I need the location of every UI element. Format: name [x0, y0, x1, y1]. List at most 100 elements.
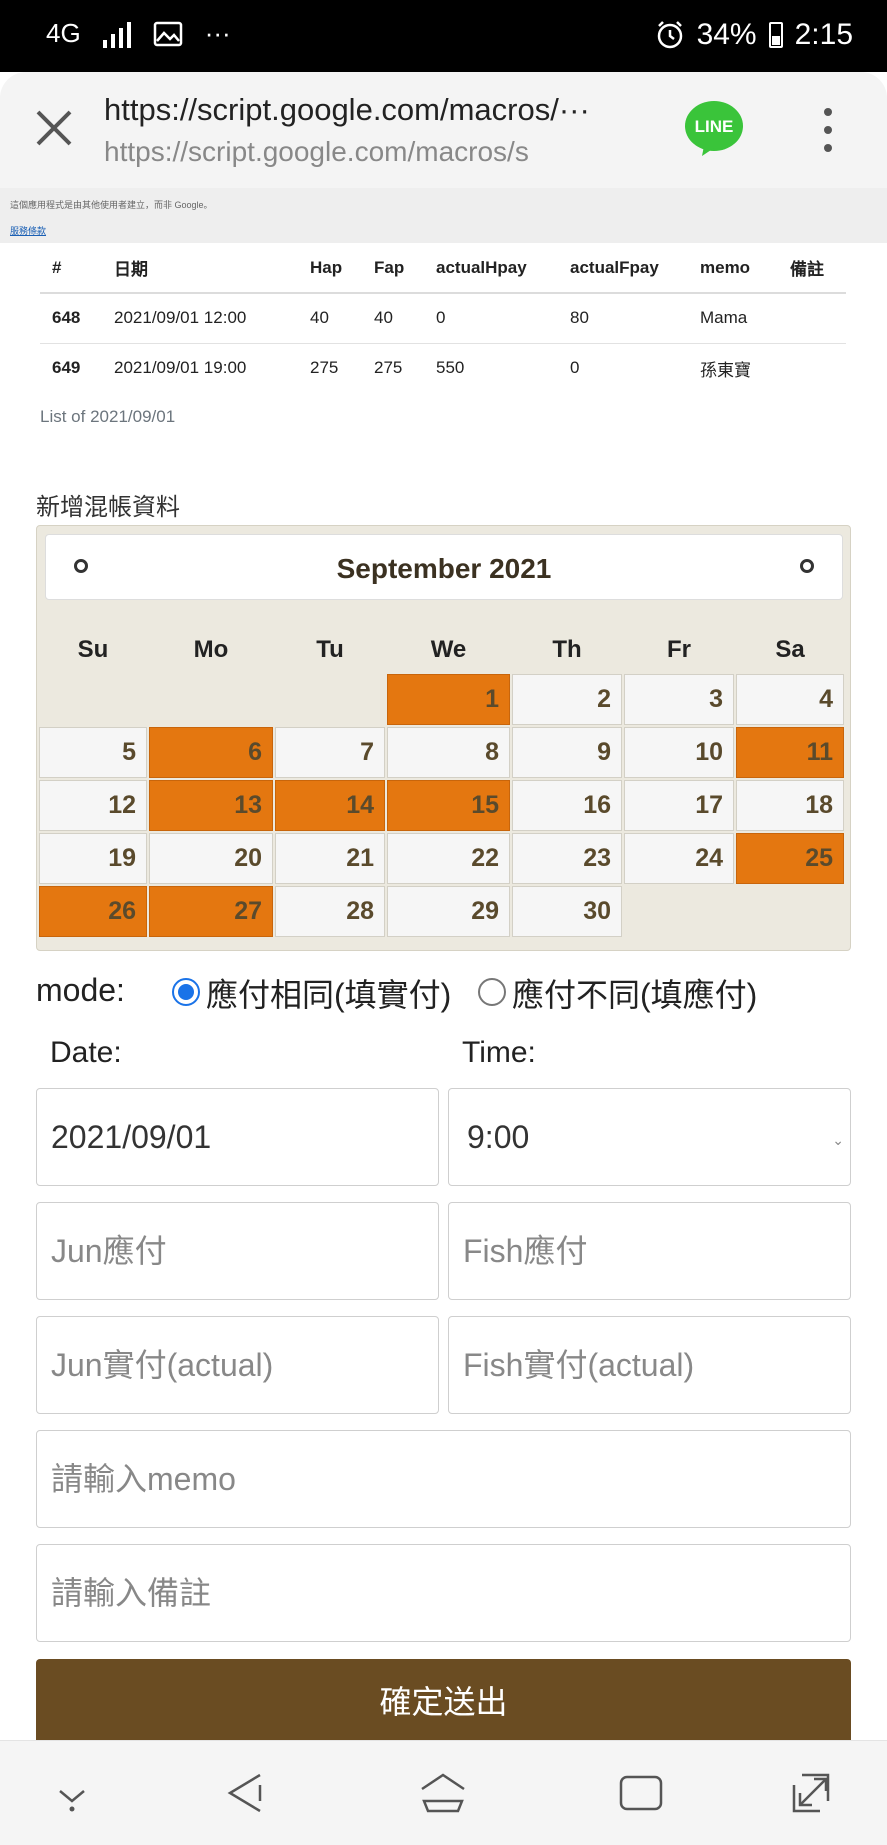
- page-url-title[interactable]: https://script.google.com/macros/···: [104, 92, 590, 127]
- calendar-day[interactable]: 17: [624, 780, 734, 831]
- calendar-day[interactable]: 22: [387, 833, 510, 884]
- recent-apps-icon[interactable]: [618, 1771, 664, 1815]
- calendar-day[interactable]: 28: [275, 886, 385, 937]
- weekday-header: Su: [77, 636, 109, 663]
- calendar-day[interactable]: 5: [39, 727, 147, 778]
- column-header: actualFpay: [558, 243, 688, 294]
- calendar-day[interactable]: 2: [512, 674, 622, 725]
- more-notifications: ···: [204, 18, 231, 48]
- calendar-day[interactable]: 14: [275, 780, 385, 831]
- note-input[interactable]: 請輸入備註: [36, 1544, 851, 1642]
- calendar-day[interactable]: 7: [275, 727, 385, 778]
- table-cell: 649: [52, 358, 81, 378]
- calendar-day[interactable]: 11: [736, 727, 844, 778]
- close-icon[interactable]: [34, 108, 74, 148]
- column-header: 備註: [778, 243, 846, 294]
- calendar-day[interactable]: 24: [624, 833, 734, 884]
- mode-different-radio[interactable]: [478, 978, 506, 1006]
- table-cell: 40: [298, 293, 362, 344]
- table-row: 649 2021/09/01 19:00 275 275 550 0 孫東寶: [40, 343, 846, 393]
- back-icon[interactable]: [226, 1771, 266, 1815]
- table-cell: 275: [374, 358, 403, 378]
- calendar-day[interactable]: 8: [387, 727, 510, 778]
- fish-due-input[interactable]: Fish應付: [448, 1202, 851, 1300]
- calendar-day[interactable]: 1: [387, 674, 510, 725]
- date-input[interactable]: 2021/09/01: [36, 1088, 439, 1186]
- calendar-day[interactable]: 18: [736, 780, 844, 831]
- calendar-month-title: September 2021: [336, 553, 552, 584]
- line-logo-icon[interactable]: LINE: [684, 100, 744, 156]
- memo-input[interactable]: 請輸入memo: [36, 1430, 851, 1528]
- calendar-day[interactable]: 13: [149, 780, 273, 831]
- mode-same-radio[interactable]: [172, 978, 200, 1006]
- google-notice-banner: 這個應用程式是由其他使用者建立，而非 Google。 服務條款: [0, 188, 887, 243]
- table-cell: 孫東寶: [700, 360, 751, 380]
- calendar-header: September 2021: [45, 534, 843, 600]
- notice-text: 這個應用程式是由其他使用者建立，而非 Google。: [10, 200, 213, 210]
- calendar-day[interactable]: 6: [149, 727, 273, 778]
- jun-due-input[interactable]: Jun應付: [36, 1202, 439, 1300]
- calendar-day[interactable]: 4: [736, 674, 844, 725]
- column-header: Fap: [362, 243, 424, 294]
- line-logo-text: LINE: [695, 117, 734, 136]
- calendar-day[interactable]: 19: [39, 833, 147, 884]
- mode-different-label[interactable]: 應付不同(填應付): [512, 977, 758, 1013]
- calendar-day[interactable]: 12: [39, 780, 147, 831]
- table-cell: 40: [362, 293, 424, 344]
- calendar-day[interactable]: 3: [624, 674, 734, 725]
- table-cell: Mama: [688, 293, 778, 344]
- calendar-day[interactable]: 20: [149, 833, 273, 884]
- column-header: actualHpay: [424, 243, 558, 294]
- prev-month-icon[interactable]: [74, 559, 88, 573]
- signal-icon: [102, 20, 131, 48]
- table-caption: List of 2021/09/01: [40, 407, 176, 426]
- time-label: Time:: [462, 1036, 536, 1069]
- terms-link[interactable]: 服務條款: [10, 226, 47, 236]
- system-nav-bar: [0, 1740, 887, 1845]
- calendar-day[interactable]: 16: [512, 780, 622, 831]
- page-url[interactable]: https://script.google.com/macros/s: [104, 136, 529, 167]
- calendar-day[interactable]: 30: [512, 886, 622, 937]
- table-cell: 275: [310, 358, 339, 378]
- calendar-day[interactable]: 15: [387, 780, 510, 831]
- calendar-day[interactable]: 27: [149, 886, 273, 937]
- form-title: 新增混帳資料: [36, 494, 180, 521]
- fish-actual-input[interactable]: Fish實付(actual): [448, 1316, 851, 1414]
- time-select-value: 9:00: [467, 1119, 530, 1155]
- alarm-icon: [657, 21, 682, 49]
- more-options-icon[interactable]: [822, 108, 834, 152]
- column-header: memo: [688, 243, 778, 294]
- calendar-day[interactable]: 21: [275, 833, 385, 884]
- clock: 2:15: [794, 18, 853, 51]
- table-row: 648 2021/09/01 12:00 40 40 0 80 Mama: [40, 293, 846, 344]
- weekday-header: Mo: [193, 636, 229, 663]
- table-cell: [778, 343, 846, 393]
- battery-icon: [768, 22, 783, 48]
- weekday-header: Fr: [667, 636, 691, 663]
- submit-button[interactable]: 確定送出: [36, 1659, 851, 1745]
- table-cell: 648: [40, 293, 102, 344]
- mode-label: mode:: [36, 972, 125, 1008]
- home-icon[interactable]: [418, 1771, 468, 1815]
- battery-percent: 34%: [696, 18, 757, 51]
- calendar-day[interactable]: 26: [39, 886, 147, 937]
- calendar-day[interactable]: 25: [736, 833, 844, 884]
- jun-actual-input[interactable]: Jun實付(actual): [36, 1316, 439, 1414]
- status-bar: 4G ··· 34% 2:15: [0, 0, 887, 72]
- date-label: Date:: [50, 1036, 122, 1069]
- weekday-header: We: [430, 636, 467, 663]
- hide-keyboard-icon[interactable]: [54, 1771, 90, 1815]
- calendar-day[interactable]: 9: [512, 727, 622, 778]
- table-cell: 0: [570, 358, 580, 378]
- time-select[interactable]: 9:00 ⌄: [448, 1088, 851, 1186]
- calendar-day[interactable]: 29: [387, 886, 510, 937]
- column-header: 日期: [102, 243, 298, 294]
- mode-same-label[interactable]: 應付相同(填實付): [206, 977, 452, 1013]
- expand-icon[interactable]: [790, 1771, 832, 1815]
- date-picker-calendar: September 2021 Su Mo Tu We Th Fr Sa 1 2 3 4 5 6 7 8 9 10…: [36, 525, 851, 951]
- table-cell: 80: [558, 293, 688, 344]
- calendar-day[interactable]: 23: [512, 833, 622, 884]
- calendar-day[interactable]: 10: [624, 727, 734, 778]
- next-month-icon[interactable]: [800, 559, 814, 573]
- table-cell: 0: [424, 293, 558, 344]
